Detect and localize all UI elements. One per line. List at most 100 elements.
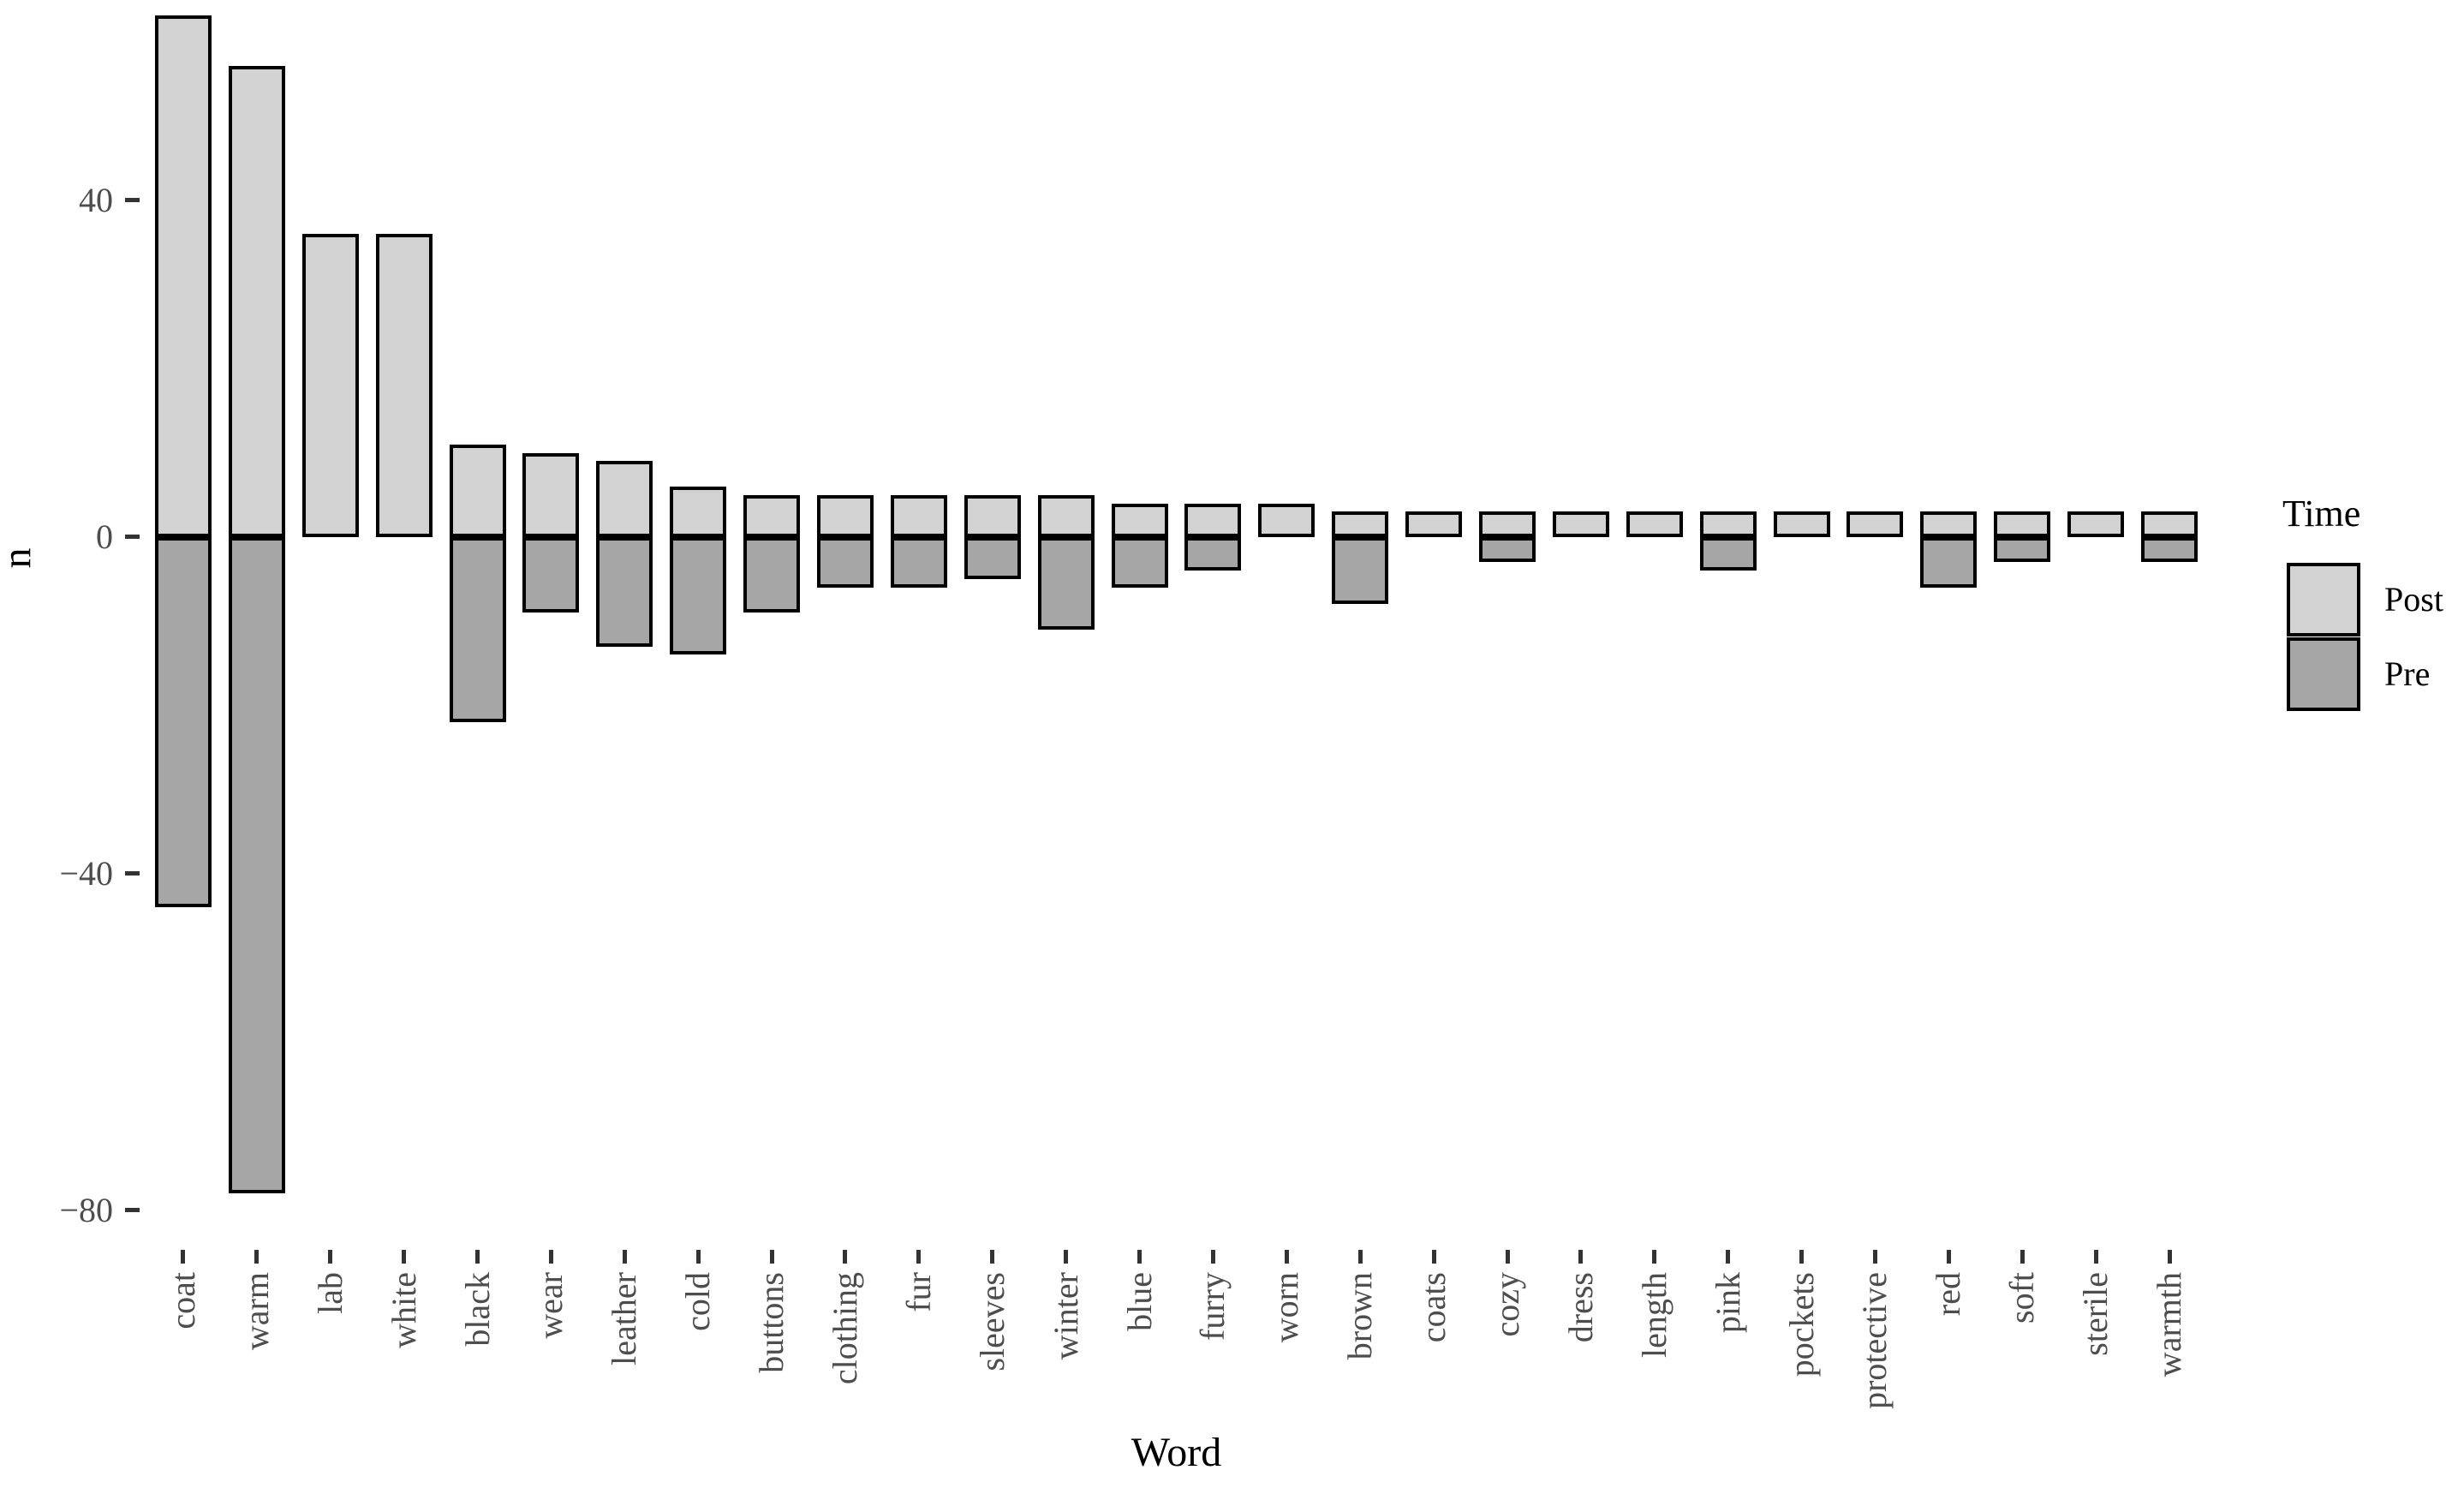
bar-post-cold (670, 486, 727, 537)
x-tick-label-clothing: clothing (825, 1272, 864, 1385)
x-tick-mark (843, 1250, 848, 1264)
y-tick-label: −40 (59, 853, 113, 893)
bar-pre-furry (1184, 536, 1242, 571)
bar-post-wear (522, 452, 580, 537)
bar-pre-red (1920, 536, 1978, 588)
bar-pre-coat (154, 536, 212, 908)
bar-post-sleeves (964, 494, 1021, 537)
x-tick-mark (1946, 1250, 1951, 1264)
legend-title: Time (2282, 493, 2361, 535)
bar-post-clothing (816, 494, 874, 537)
bar-post-red (1920, 511, 1978, 537)
x-tick-mark (1505, 1250, 1510, 1264)
x-tick-label-buttons: buttons (752, 1272, 791, 1373)
x-tick-label-white: white (384, 1272, 423, 1348)
x-tick-mark (1799, 1250, 1805, 1264)
bar-post-coat (154, 15, 212, 537)
x-tick-mark (548, 1250, 553, 1264)
bar-pre-pink (1699, 536, 1757, 571)
bar-pre-black (449, 536, 506, 722)
x-tick-label-worn: worn (1267, 1272, 1306, 1343)
y-tick-mark (125, 198, 140, 203)
x-tick-mark (475, 1250, 480, 1264)
bar-post-blue (1111, 503, 1168, 537)
x-tick-label-cold: cold (678, 1272, 718, 1331)
x-tick-mark (622, 1250, 627, 1264)
bar-post-leather (596, 461, 653, 537)
bar-post-sterile (2067, 511, 2125, 537)
bar-post-warmth (2141, 511, 2199, 537)
x-tick-mark (2167, 1250, 2172, 1264)
x-tick-label-cozy: cozy (1488, 1272, 1527, 1337)
x-tick-mark (1210, 1250, 1215, 1264)
bar-post-worn (1258, 503, 1316, 537)
x-tick-mark (1064, 1250, 1069, 1264)
x-tick-label-leather: leather (605, 1272, 644, 1365)
x-tick-label-warm: warm (236, 1272, 276, 1351)
x-tick-mark (695, 1250, 701, 1264)
x-tick-label-furry: furry (1193, 1272, 1232, 1341)
x-tick-mark (328, 1250, 333, 1264)
bar-post-white (375, 234, 433, 537)
bar-post-length (1626, 511, 1683, 537)
legend-label-pre: Pre (2384, 654, 2431, 693)
x-tick-mark (769, 1250, 774, 1264)
x-tick-label-sleeves: sleeves (972, 1272, 1011, 1371)
x-tick-label-coat: coat (163, 1272, 202, 1330)
x-tick-label-red: red (1929, 1272, 1968, 1317)
x-tick-label-soft: soft (2002, 1272, 2042, 1324)
x-tick-label-protective: protective (1855, 1272, 1894, 1409)
bar-pre-cozy (1479, 536, 1536, 563)
bar-post-pink (1699, 511, 1757, 537)
bar-pre-sleeves (964, 536, 1021, 579)
bar-pre-cold (670, 536, 727, 655)
y-tick-mark (125, 535, 140, 540)
legend-label-post: Post (2384, 580, 2443, 619)
y-tick-label: 0 (96, 517, 113, 556)
x-tick-label-pink: pink (1708, 1272, 1747, 1334)
x-tick-label-fur: fur (898, 1272, 938, 1312)
bar-pre-clothing (816, 536, 874, 588)
x-tick-label-wear: wear (531, 1272, 570, 1339)
bar-pre-soft (1994, 536, 2051, 563)
legend-key-pre (2287, 637, 2360, 711)
x-tick-mark (2093, 1250, 2098, 1264)
x-axis-title: Word (1131, 1430, 1222, 1475)
x-tick-mark (2020, 1250, 2025, 1264)
bar-post-protective (1847, 511, 1904, 537)
x-tick-mark (916, 1250, 922, 1264)
x-tick-label-black: black (457, 1272, 497, 1347)
bar-post-coats (1405, 511, 1463, 537)
x-tick-mark (1578, 1250, 1584, 1264)
x-tick-mark (181, 1250, 186, 1264)
bar-pre-brown (1332, 536, 1389, 605)
x-tick-label-dress: dress (1560, 1272, 1600, 1343)
x-tick-label-lab: lab (310, 1272, 349, 1314)
plot-panel (146, 0, 2206, 1246)
bar-pre-warmth (2141, 536, 2199, 563)
bar-post-furry (1184, 503, 1242, 537)
bar-pre-blue (1111, 536, 1168, 588)
bar-pre-buttons (743, 536, 801, 613)
x-tick-mark (990, 1250, 995, 1264)
bar-post-black (449, 444, 506, 537)
x-tick-label-blue: blue (1119, 1272, 1159, 1331)
y-tick-mark (125, 1208, 140, 1213)
legend-key-post (2287, 563, 2360, 636)
bar-post-buttons (743, 494, 801, 537)
y-tick-label: 40 (79, 180, 113, 219)
y-tick-mark (125, 871, 140, 876)
bar-post-lab (301, 234, 359, 537)
x-tick-label-sterile: sterile (2076, 1272, 2115, 1356)
bar-pre-wear (522, 536, 580, 613)
x-tick-mark (1652, 1250, 1657, 1264)
x-tick-label-length: length (1634, 1272, 1673, 1358)
bar-pre-fur (890, 536, 947, 588)
x-tick-mark (1431, 1250, 1436, 1264)
bar-post-cozy (1479, 511, 1536, 537)
bar-post-warm (228, 65, 285, 537)
x-tick-label-pockets: pockets (1781, 1272, 1821, 1377)
x-tick-mark (1872, 1250, 1877, 1264)
bar-pre-leather (596, 536, 653, 647)
